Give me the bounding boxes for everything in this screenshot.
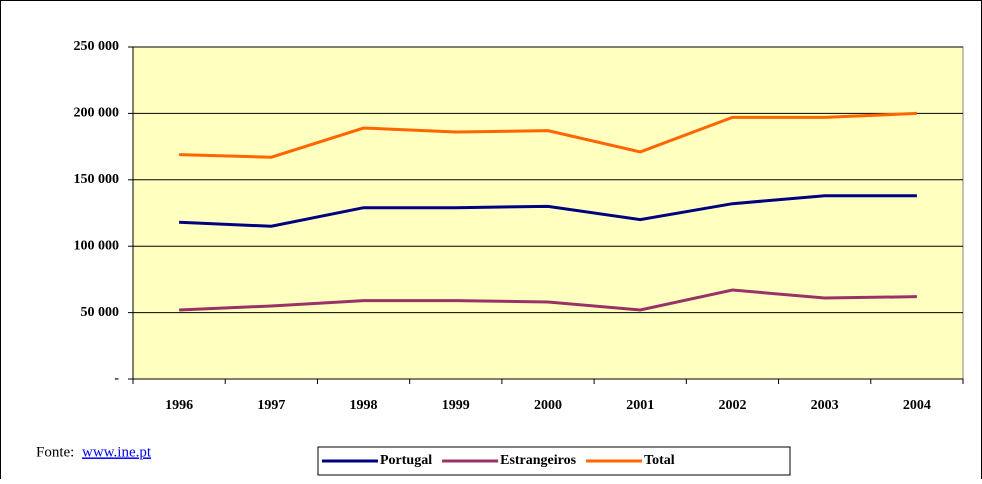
series-line	[179, 288, 917, 312]
legend: Portugal Estrangeiros Total	[317, 446, 791, 476]
y-tick-label: 50 000	[81, 305, 120, 320]
legend-label: Portugal	[380, 453, 432, 468]
x-tick-label: 1998	[350, 398, 378, 413]
x-tick-label: 2002	[718, 398, 746, 413]
y-tick-label: 100 000	[74, 238, 120, 253]
y-tick-label: 200 000	[74, 106, 120, 121]
x-tick-label: 2001	[626, 398, 654, 413]
x-tick-label: 1997	[257, 398, 285, 413]
source-label: Fonte:	[36, 444, 74, 460]
y-tick-label: 150 000	[74, 172, 120, 187]
x-tick-label: 1999	[442, 398, 470, 413]
x-tick-label: 2000	[534, 398, 562, 413]
y-tick-label: -	[114, 371, 119, 386]
x-tick-label: 2003	[811, 398, 839, 413]
series-line	[179, 194, 917, 228]
series-line	[179, 111, 917, 159]
source-link[interactable]: www.ine.pt	[82, 444, 152, 460]
plot-area	[132, 46, 964, 380]
source-link-anchor[interactable]: www.ine.pt	[82, 444, 152, 460]
legend-box	[317, 446, 791, 476]
legend-label: Total	[644, 453, 675, 468]
x-tick-label: 2004	[903, 398, 931, 413]
y-tick-label: 250 000	[74, 39, 120, 54]
x-tick-label: 1996	[165, 398, 193, 413]
legend-label: Estrangeiros	[500, 453, 577, 468]
